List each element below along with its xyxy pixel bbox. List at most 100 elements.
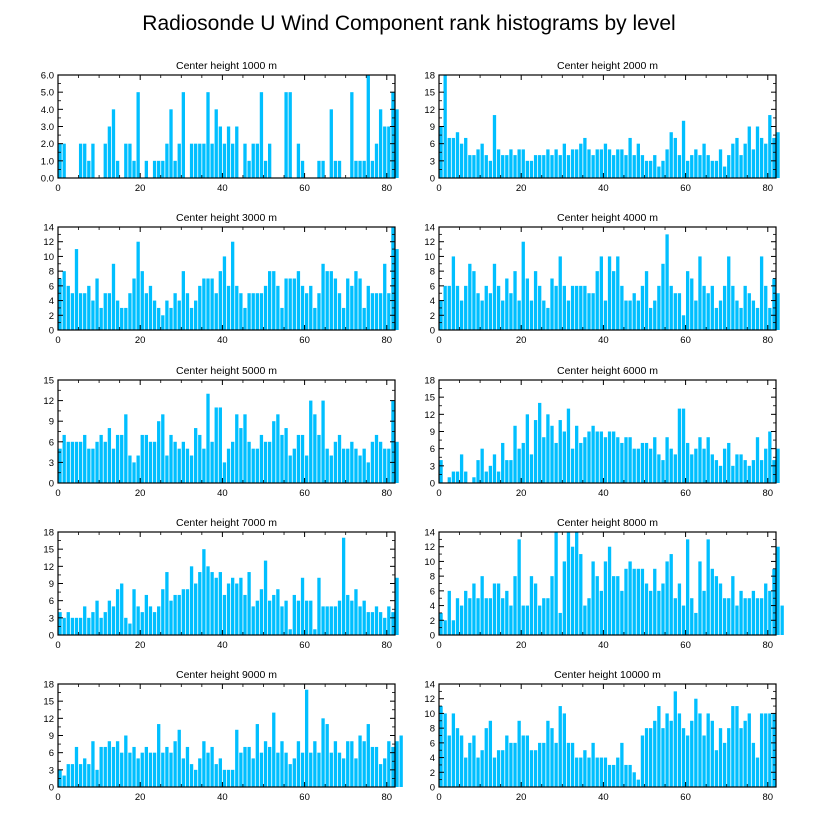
bar: [189, 566, 194, 635]
bar: [218, 758, 222, 787]
bar: [95, 278, 99, 330]
bar: [492, 454, 497, 483]
bar: [529, 750, 534, 787]
bar: [325, 606, 329, 635]
bar: [607, 149, 612, 178]
bar: [83, 143, 87, 178]
bar: [546, 149, 550, 178]
bar: [468, 263, 472, 330]
bar: [346, 741, 350, 787]
bar: [152, 612, 157, 635]
bar: [657, 454, 661, 483]
bar: [525, 735, 530, 787]
bar: [562, 143, 566, 178]
bar: [231, 441, 235, 483]
bar: [768, 307, 772, 330]
bar: [657, 706, 661, 787]
bar: [558, 155, 562, 178]
bar: [591, 293, 595, 330]
bar: [280, 606, 284, 635]
bar: [222, 594, 227, 635]
bar: [587, 431, 591, 483]
bar: [350, 600, 354, 635]
y-tick-label: 0: [430, 479, 435, 490]
bar: [173, 160, 177, 178]
bar: [599, 590, 603, 635]
bar: [374, 434, 379, 483]
bar: [165, 143, 169, 178]
bar: [276, 285, 280, 330]
bar: [599, 256, 603, 330]
bar: [288, 278, 292, 330]
bar: [587, 149, 591, 178]
bar: [321, 718, 325, 787]
y-tick-label: 12: [43, 237, 54, 248]
bar: [492, 757, 497, 787]
bar: [210, 441, 214, 483]
y-tick-label: 6: [49, 437, 54, 448]
bar: [751, 300, 756, 330]
bar: [366, 724, 370, 787]
bar: [570, 149, 575, 178]
bar: [181, 758, 185, 787]
bar: [74, 617, 79, 635]
bar: [542, 300, 546, 330]
bar: [329, 752, 333, 787]
bar: [727, 256, 731, 330]
y-tick-label: 0: [49, 479, 54, 490]
bar: [476, 598, 480, 635]
bar: [673, 691, 677, 787]
bar: [157, 606, 161, 635]
y-tick-label: 6: [430, 139, 435, 150]
bar: [70, 617, 75, 635]
bar: [509, 149, 513, 178]
bar: [451, 256, 456, 330]
bar: [218, 271, 222, 330]
bar: [472, 477, 476, 483]
bar: [636, 448, 640, 483]
bar: [177, 448, 181, 483]
bar: [751, 149, 756, 178]
bar: [517, 448, 521, 483]
bar: [607, 431, 612, 483]
bar: [464, 757, 468, 787]
bar: [722, 285, 727, 330]
y-tick-label: 0: [49, 326, 54, 337]
x-tick-label: 0: [436, 640, 441, 651]
bar: [358, 606, 362, 635]
x-tick-label: 20: [135, 640, 146, 651]
bar: [62, 434, 66, 483]
bar: [558, 256, 562, 330]
bar: [296, 434, 301, 483]
x-tick-label: 60: [299, 183, 310, 194]
bar: [640, 735, 645, 787]
bar: [579, 143, 583, 178]
bar: [727, 728, 731, 787]
bar: [558, 706, 562, 787]
bar: [263, 160, 268, 178]
bar: [161, 160, 165, 178]
bar: [575, 425, 579, 483]
panel-title: Center height 7000 m: [176, 517, 277, 529]
y-tick-label: 6: [430, 586, 435, 597]
bar: [194, 300, 198, 330]
bar: [321, 160, 325, 178]
bar: [714, 576, 719, 635]
bar: [165, 746, 169, 787]
bar: [103, 293, 107, 330]
panel-9: Center height 9000 m 0 3 6 9 12 15 18 0 20 40 60 80: [43, 669, 403, 803]
bar: [698, 561, 702, 635]
bar: [620, 149, 624, 178]
bar: [181, 92, 185, 178]
bar: [378, 441, 383, 483]
bar: [517, 300, 521, 330]
bar: [231, 241, 235, 330]
bar: [202, 448, 206, 483]
y-tick-label: 0.0: [41, 174, 54, 185]
bar: [690, 454, 694, 483]
bar: [292, 594, 296, 635]
bar: [325, 271, 329, 330]
bar: [128, 455, 132, 483]
bar: [259, 589, 264, 635]
bar: [235, 414, 239, 483]
